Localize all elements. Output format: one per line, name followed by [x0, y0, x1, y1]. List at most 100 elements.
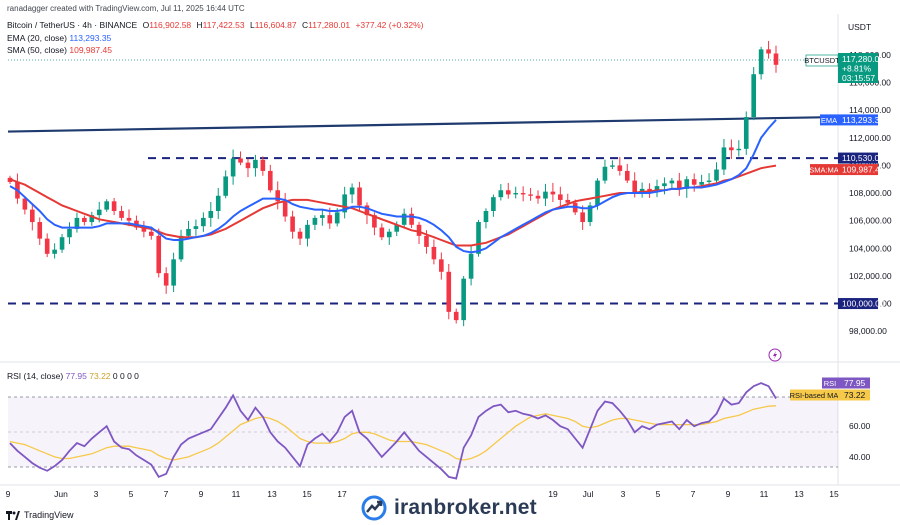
- candle-body: [357, 187, 362, 206]
- candle-body: [647, 188, 652, 192]
- symbol-title[interactable]: Bitcoin / TetherUS · 4h · BINANCE: [7, 20, 138, 30]
- candle-body: [610, 165, 615, 167]
- candle-body: [446, 271, 452, 312]
- candle-body: [104, 201, 109, 210]
- rsi-legend-value: 77.95: [65, 371, 87, 381]
- candle-body: [223, 176, 228, 196]
- candle-body: [684, 179, 690, 189]
- candle-body: [431, 246, 437, 260]
- ohlc-change: +377.42 (+0.32%): [355, 20, 424, 30]
- candle-body: [528, 194, 533, 196]
- candle-body: [111, 201, 117, 211]
- sma-legend[interactable]: SMA (50, close) 109,987.45: [7, 45, 112, 55]
- rsi-value-text: 77.95: [844, 378, 866, 388]
- x-tick-label: 7: [164, 489, 169, 499]
- candle-body: [290, 216, 295, 232]
- rsi-ma-value-bg: [838, 389, 870, 401]
- candle-body: [334, 212, 340, 224]
- candle-body: [699, 181, 704, 185]
- candle-body: [706, 180, 712, 182]
- candle-body: [498, 190, 504, 198]
- x-tick-label: 17: [337, 489, 347, 499]
- candle-body: [558, 194, 563, 200]
- candle-body: [37, 222, 43, 239]
- x-tick-label: 7: [691, 489, 696, 499]
- sma-price-bg: [838, 164, 878, 176]
- x-tick-label: 9: [6, 489, 11, 499]
- candle-body: [372, 215, 377, 228]
- candle-body: [52, 249, 57, 254]
- level-110-bg: [838, 152, 878, 164]
- candle-body: [766, 49, 771, 54]
- x-tick-label: 5: [129, 489, 134, 499]
- last-price-timer: 03:15:57: [842, 73, 875, 83]
- candle-body: [59, 237, 65, 250]
- level-100-bg: [838, 298, 878, 310]
- tradingview-logo-icon: [6, 510, 20, 520]
- candle-body: [416, 224, 422, 236]
- candle-body: [476, 222, 481, 254]
- alert-lightning-icon[interactable]: [768, 348, 782, 362]
- ema-20-line: [9, 119, 777, 254]
- candle-body: [602, 166, 608, 181]
- x-tick-label: Jun: [54, 489, 68, 499]
- time-axis-ticks: 9 Jun 3 5 7 9 11 13 15 17 19 Jul 3 5 7 9 11 13 15: [6, 489, 839, 499]
- x-tick-label: Jul: [583, 489, 594, 499]
- ema-legend-label: EMA (20, close): [7, 33, 67, 43]
- trendline: [7, 115, 837, 133]
- candle-body: [520, 193, 526, 195]
- rsi-legend[interactable]: RSI (14, close) 77.95 73.22 0 0 0 0: [7, 371, 139, 381]
- ohlc-l-label: L: [249, 20, 255, 30]
- candle-body: [260, 159, 266, 171]
- candle-body: [163, 273, 169, 286]
- candle-body: [632, 180, 638, 194]
- candle-body: [669, 180, 675, 184]
- candle-body: [74, 217, 80, 229]
- candle-body: [320, 215, 325, 218]
- candle-body: [208, 210, 214, 218]
- ohlc-c-value: 117,280.01: [308, 20, 351, 30]
- x-tick-label: 3: [94, 489, 99, 499]
- tradingview-logo[interactable]: TradingView: [6, 510, 74, 520]
- ohlc-o-label: O: [142, 20, 150, 30]
- sma-price-text: 109,987.45: [842, 165, 885, 175]
- candle-body: [468, 253, 474, 279]
- candle-body: [386, 231, 392, 238]
- candle-body: [156, 235, 162, 274]
- candle-body: [729, 147, 734, 151]
- x-tick-label: 15: [829, 489, 839, 499]
- ohlc-h-value: 117,422.53: [202, 20, 245, 30]
- x-tick-label: 13: [794, 489, 804, 499]
- candle-body: [297, 231, 303, 239]
- last-price-value: 117,280.01: [842, 54, 884, 64]
- candle-body: [82, 217, 87, 223]
- candle-body: [379, 227, 385, 238]
- btcusdt-symbol-text: BTCUSDT: [804, 56, 840, 65]
- candle-body: [119, 210, 124, 218]
- rsi-lines-layer: [9, 382, 777, 480]
- candle-body: [654, 186, 660, 192]
- candle-body: [409, 213, 414, 225]
- ema-legend[interactable]: EMA (20, close) 113,293.35: [7, 33, 111, 43]
- ema-legend-value: 113,293.35: [69, 33, 112, 43]
- attribution-text: ranadagger created with TradingView.com,…: [7, 4, 245, 13]
- candle-body: [67, 228, 72, 238]
- symbol-line: Bitcoin / TetherUS · 4h · BINANCE O116,9…: [7, 20, 424, 30]
- candle-body: [677, 180, 682, 189]
- candle-body: [587, 205, 593, 223]
- ema-tag-text: EMA: [821, 116, 837, 125]
- candle-body: [342, 194, 347, 213]
- candle-body: [178, 235, 184, 260]
- tradingview-logo-text: TradingView: [24, 510, 74, 520]
- candle-body: [617, 165, 623, 171]
- candle-body: [624, 170, 630, 181]
- candle-body: [148, 231, 154, 236]
- candle-body: [513, 193, 519, 195]
- candle-body: [662, 183, 667, 187]
- candle-body: [453, 311, 459, 321]
- iranbroker-text: iranbroker.net: [394, 496, 537, 519]
- rsi-ma-tag-left-bg: [790, 389, 838, 401]
- sma-legend-value: 109,987.45: [69, 45, 112, 55]
